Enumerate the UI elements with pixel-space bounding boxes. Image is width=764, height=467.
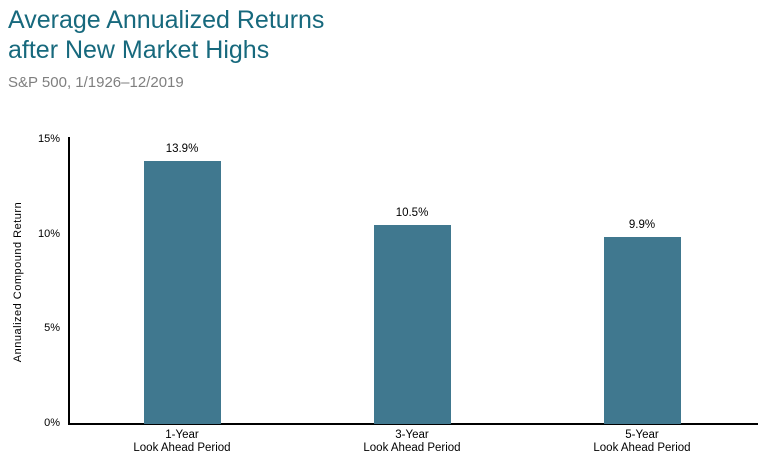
bar-value-label: 13.9% <box>165 142 199 155</box>
bar-5-year <box>603 236 681 424</box>
x-tick-label: 1-Year Look Ahead Period <box>133 429 231 454</box>
y-tick-label: 5% <box>44 322 60 335</box>
y-axis-line <box>68 137 70 424</box>
chart-subtitle: S&P 500, 1/1926–12/2019 <box>8 74 184 91</box>
bar-3-year <box>373 225 451 424</box>
x-axis-line <box>68 423 758 425</box>
y-axis-label: Annualized Compound Return <box>12 201 24 363</box>
bar-1-year <box>143 160 221 424</box>
bar-value-label: 9.9% <box>628 218 656 231</box>
bar-value-label: 10.5% <box>395 207 429 220</box>
y-tick-label: 0% <box>44 417 60 429</box>
y-tick-label: 10% <box>37 227 60 240</box>
chart-title: Average Annualized Returns after New Mar… <box>8 6 325 64</box>
x-tick-label: 3-Year Look Ahead Period <box>363 429 461 454</box>
x-tick-label: 5-Year Look Ahead Period <box>593 429 691 454</box>
y-tick-label: 15% <box>37 133 60 145</box>
